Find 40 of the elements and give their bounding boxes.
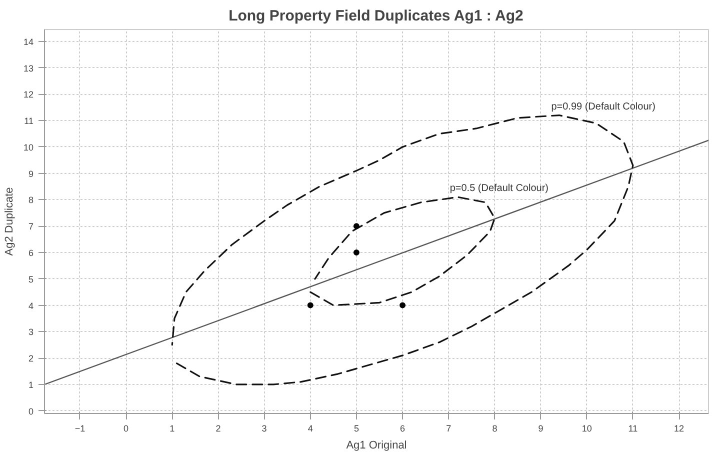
point [400,302,406,308]
y-tick-label: 5 [28,274,34,284]
line-series [310,196,496,306]
chart-title: Long Property Field Duplicates Ag1 : Ag2 [228,8,524,24]
x-tick-label: 4 [308,424,313,434]
x-tick-label: 0 [124,424,129,434]
y-tick-label: 4 [28,300,34,311]
y-tick-label: 11 [24,116,34,126]
y-tick-label: 3 [28,327,34,338]
x-tick-label: 9 [538,424,544,434]
y-tick-label: 12 [23,90,34,100]
y-tick-label: 7 [28,222,34,232]
x-tick-label: 8 [492,424,498,434]
x-tick-label: 2 [216,424,221,434]
y-tick-label: 0 [28,406,34,416]
y-tick-label: 2 [28,354,34,364]
x-tick-label: 6 [400,424,406,434]
y-tick-label: 14 [23,36,34,47]
point [353,223,360,230]
point [353,250,360,256]
x-tick-label: 1 [170,424,175,434]
annotation: p=0.99 (Default Colour) [551,101,656,112]
y-tick-label: 6 [28,248,34,258]
y-tick-label: 13 [23,63,34,74]
y-tick-label: 1 [28,380,34,390]
annotation: p=0.5 (Default Colour) [450,183,548,194]
x-tick-label: 3 [262,424,267,434]
y-tick-label: 8 [28,195,34,206]
x-axis-title: Ag1 Original [346,440,407,452]
x-tick-label: 10 [582,424,592,434]
x-tick-label: 5 [354,424,359,434]
x-tick-label: −1 [74,424,86,434]
point [307,302,314,308]
x-tick-label: 7 [446,424,452,434]
y-tick-label: 10 [23,142,34,152]
line-series [171,114,634,386]
y-tick-label: 9 [28,168,34,179]
x-tick-label: 11 [628,424,638,434]
y-axis-title: Ag2 Duplicate [3,187,16,256]
x-tick-label: 12 [674,424,684,434]
